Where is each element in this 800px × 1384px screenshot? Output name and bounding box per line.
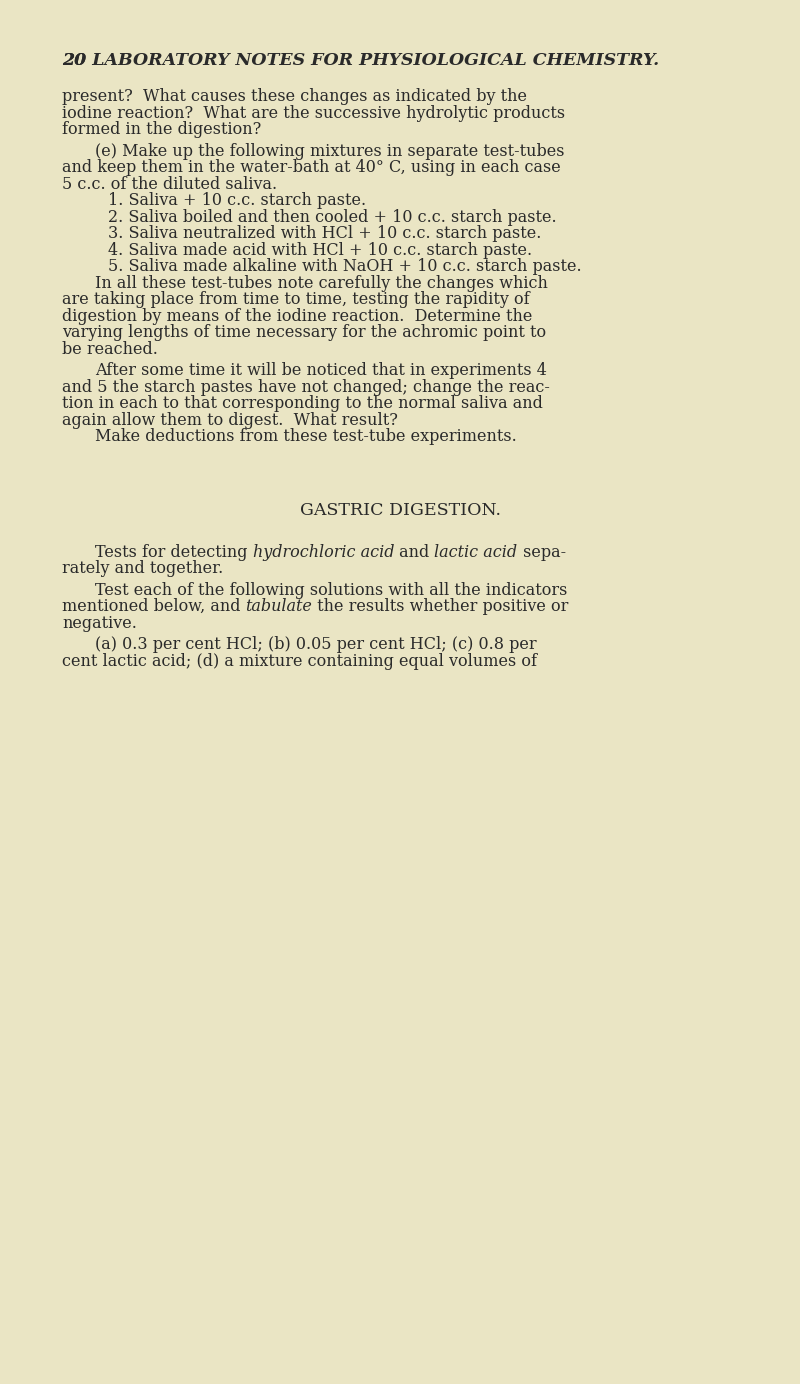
Text: Tests for detecting: Tests for detecting bbox=[95, 544, 253, 561]
Text: are taking place from time to time, testing the rapidity of: are taking place from time to time, test… bbox=[62, 291, 530, 309]
Text: rately and together.: rately and together. bbox=[62, 561, 223, 577]
Text: 1. Saliva + 10 c.c. starch paste.: 1. Saliva + 10 c.c. starch paste. bbox=[108, 192, 366, 209]
Text: GASTRIC DIGESTION.: GASTRIC DIGESTION. bbox=[299, 502, 501, 519]
Text: again allow them to digest.  What result?: again allow them to digest. What result? bbox=[62, 411, 398, 429]
Text: 3. Saliva neutralized with HCl + 10 c.c. starch paste.: 3. Saliva neutralized with HCl + 10 c.c.… bbox=[108, 226, 542, 242]
Text: 20 LABORATORY NOTES FOR PHYSIOLOGICAL CHEMISTRY.: 20 LABORATORY NOTES FOR PHYSIOLOGICAL CH… bbox=[62, 53, 659, 69]
Text: (e) Make up the following mixtures in separate test-tubes: (e) Make up the following mixtures in se… bbox=[95, 143, 565, 159]
Text: 4. Saliva made acid with HCl + 10 c.c. starch paste.: 4. Saliva made acid with HCl + 10 c.c. s… bbox=[108, 242, 532, 259]
Text: tion in each to that corresponding to the normal saliva and: tion in each to that corresponding to th… bbox=[62, 396, 543, 412]
Text: iodine reaction?  What are the successive hydrolytic products: iodine reaction? What are the successive… bbox=[62, 105, 565, 122]
Text: formed in the digestion?: formed in the digestion? bbox=[62, 122, 262, 138]
Text: hydrochloric acid: hydrochloric acid bbox=[253, 544, 394, 561]
Text: After some time it will be noticed that in experiments 4: After some time it will be noticed that … bbox=[95, 363, 547, 379]
Text: 20: 20 bbox=[62, 53, 92, 69]
Text: and keep them in the water-bath at 40° C, using in each case: and keep them in the water-bath at 40° C… bbox=[62, 159, 561, 176]
Text: 5 c.c. of the diluted saliva.: 5 c.c. of the diluted saliva. bbox=[62, 176, 277, 192]
Text: the results whether positive or: the results whether positive or bbox=[313, 598, 569, 614]
Text: tabulate: tabulate bbox=[246, 598, 313, 614]
Text: and 5 the starch pastes have not changed; change the reac-: and 5 the starch pastes have not changed… bbox=[62, 379, 550, 396]
Text: be reached.: be reached. bbox=[62, 340, 158, 357]
Text: 5. Saliva made alkaline with NaOH + 10 c.c. starch paste.: 5. Saliva made alkaline with NaOH + 10 c… bbox=[108, 259, 582, 275]
Text: sepa-: sepa- bbox=[518, 544, 566, 561]
Text: Test each of the following solutions with all the indicators: Test each of the following solutions wit… bbox=[95, 581, 567, 599]
Text: lactic acid: lactic acid bbox=[434, 544, 518, 561]
Text: varying lengths of time necessary for the achromic point to: varying lengths of time necessary for th… bbox=[62, 324, 546, 342]
Text: present?  What causes these changes as indicated by the: present? What causes these changes as in… bbox=[62, 89, 527, 105]
Text: (a) 0.3 per cent HCl; (b) 0.05 per cent HCl; (c) 0.8 per: (a) 0.3 per cent HCl; (b) 0.05 per cent … bbox=[95, 637, 537, 653]
Text: negative.: negative. bbox=[62, 614, 137, 631]
Text: In all these test-tubes note carefully the changes which: In all these test-tubes note carefully t… bbox=[95, 275, 548, 292]
Text: and: and bbox=[394, 544, 434, 561]
Text: cent lactic acid; (d) a mixture containing equal volumes of: cent lactic acid; (d) a mixture containi… bbox=[62, 653, 537, 670]
Text: mentioned below, and: mentioned below, and bbox=[62, 598, 246, 614]
Text: digestion by means of the iodine reaction.  Determine the: digestion by means of the iodine reactio… bbox=[62, 307, 532, 325]
Text: Make deductions from these test-tube experiments.: Make deductions from these test-tube exp… bbox=[95, 428, 517, 446]
Text: 2. Saliva boiled and then cooled + 10 c.c. starch paste.: 2. Saliva boiled and then cooled + 10 c.… bbox=[108, 209, 557, 226]
